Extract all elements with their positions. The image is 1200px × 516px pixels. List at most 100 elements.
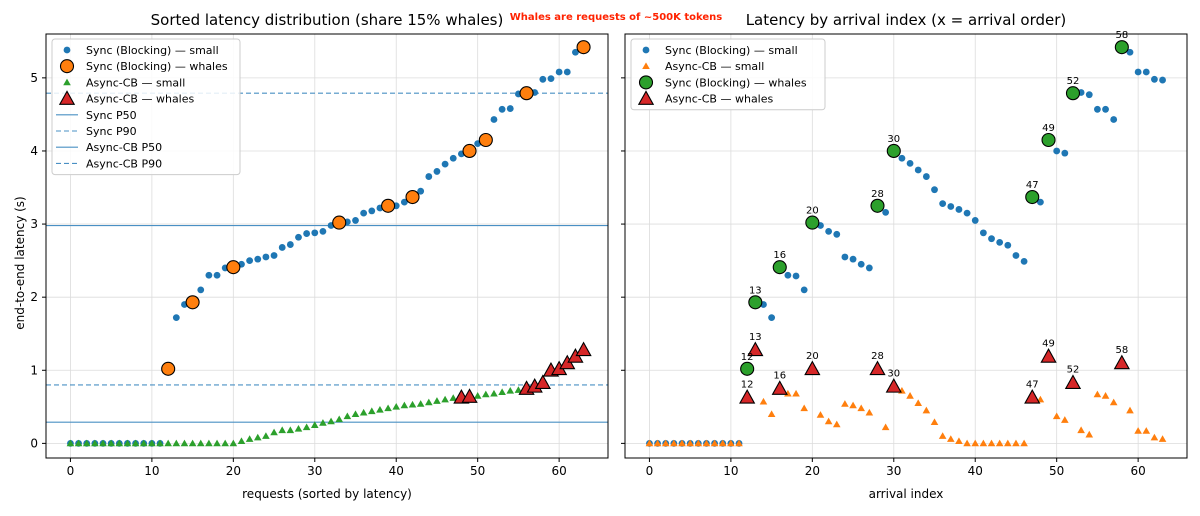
data-point: [718, 439, 727, 447]
data-point: [955, 206, 963, 213]
x-tick-label: 60: [1130, 464, 1145, 478]
data-point: [1012, 439, 1020, 447]
legend-label: Async-CB — whales: [665, 93, 774, 106]
data-point: [262, 253, 270, 261]
legend-box: [51, 38, 241, 176]
data-point: [449, 154, 457, 162]
x-tick-label: 40: [968, 464, 983, 478]
data-point: [172, 314, 180, 322]
legend-label: Async-CB P90: [86, 157, 162, 170]
legend-marker: [638, 75, 654, 90]
data-point: [433, 168, 441, 175]
data-point: [441, 395, 449, 403]
series: [739, 341, 1130, 404]
data-point: [979, 229, 987, 237]
data-point: [294, 424, 303, 432]
data-point: [857, 404, 866, 412]
legend-label: Sync (Blocking) — small: [86, 44, 219, 57]
data-point: [498, 105, 506, 113]
legend-label: Sync (Blocking) — small: [665, 44, 798, 57]
data-point: [800, 286, 808, 294]
legend-label: Sync (Blocking) — whales: [665, 76, 807, 89]
data-point: [555, 68, 563, 76]
legend-label: Sync P90: [86, 125, 137, 138]
data-point: [727, 439, 735, 447]
data-point: [1085, 91, 1093, 99]
legend-marker: [642, 46, 650, 54]
data-point: [381, 198, 396, 213]
data-point: [1024, 388, 1041, 404]
data-point: [351, 410, 360, 417]
data-point: [955, 437, 963, 445]
data-point: [205, 439, 213, 447]
data-point: [784, 271, 792, 279]
right-chart-panel: Latency by arrival index (x = arrival or…: [621, 11, 1188, 501]
data-point: [702, 439, 711, 447]
data-point: [1012, 252, 1020, 259]
data-point: [161, 361, 176, 376]
data-point: [246, 257, 254, 265]
data-point: [1052, 412, 1061, 420]
data-point: [857, 260, 865, 268]
data-point: [740, 361, 755, 376]
data-point: [661, 439, 670, 447]
data-point: [490, 116, 498, 123]
data-point: [1004, 241, 1012, 249]
whale-annotation: 58: [1115, 345, 1128, 356]
data-point: [123, 439, 132, 447]
data-point: [865, 408, 874, 416]
data-point: [327, 417, 335, 425]
data-point: [226, 260, 241, 275]
data-point: [221, 439, 229, 447]
data-point: [498, 388, 506, 396]
data-point: [898, 154, 906, 162]
data-point: [575, 341, 592, 357]
data-point: [506, 105, 514, 112]
y-tick-label: 4: [30, 144, 38, 158]
data-point: [1077, 426, 1085, 434]
data-point: [841, 400, 849, 407]
data-point: [988, 235, 995, 243]
data-point: [971, 439, 980, 447]
whale-annotation: 28: [871, 189, 884, 200]
data-point: [376, 405, 384, 413]
data-point: [310, 421, 319, 428]
data-point: [74, 439, 83, 447]
data-point: [417, 187, 425, 195]
data-point: [1114, 40, 1129, 55]
data-point: [748, 295, 763, 310]
data-point: [473, 392, 482, 399]
legend-marker: [63, 46, 71, 54]
whale-annotation: 47: [1026, 379, 1039, 390]
data-point: [490, 389, 498, 397]
data-point: [196, 439, 205, 447]
data-point: [653, 439, 662, 447]
data-point: [804, 360, 821, 376]
data-point: [771, 380, 788, 395]
data-point: [514, 386, 523, 393]
data-point: [1036, 198, 1044, 206]
data-point: [963, 439, 971, 447]
data-point: [946, 435, 955, 442]
data-point: [425, 173, 433, 180]
left-y-axis-label: end-to-end latency (s): [13, 196, 27, 329]
data-point: [1142, 427, 1151, 434]
y-tick-label: 5: [30, 71, 38, 85]
data-point: [1093, 390, 1102, 398]
legend-label: Sync (Blocking) — whales: [86, 60, 228, 73]
data-point: [156, 439, 164, 447]
data-point: [245, 435, 254, 442]
x-tick-label: 50: [470, 464, 485, 478]
data-point: [865, 264, 873, 272]
data-point: [237, 437, 246, 445]
data-point: [131, 439, 140, 447]
data-point: [213, 439, 221, 447]
x-tick-label: 20: [226, 464, 241, 478]
data-point: [115, 439, 124, 447]
data-point: [1020, 257, 1028, 265]
x-tick-label: 30: [886, 464, 901, 478]
series: [453, 341, 592, 404]
whale-annotation: 28: [871, 351, 884, 362]
data-point: [360, 209, 368, 217]
legend-marker: [642, 62, 650, 70]
